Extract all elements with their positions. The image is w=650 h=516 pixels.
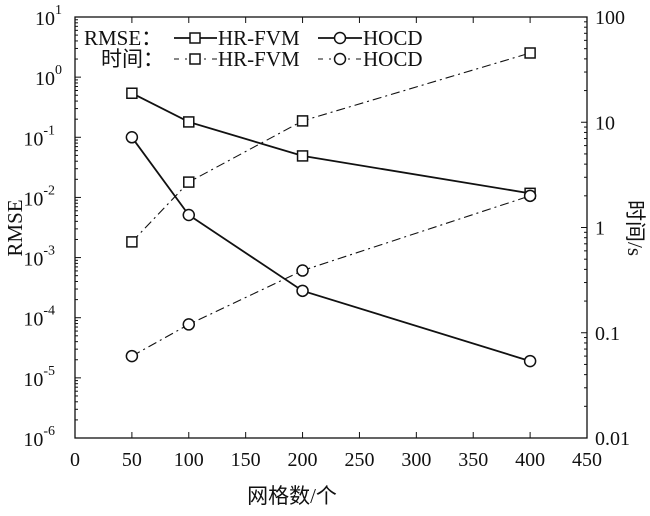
data-point-circle-marker <box>182 208 196 222</box>
legend: RMSE：时间： HR-FVM HOCD HR-FVM HOCD <box>84 26 423 71</box>
series-time-hr-fvm <box>126 47 536 248</box>
y-left-tick-label: 10-5 <box>23 364 55 391</box>
data-point-circle-marker <box>523 189 537 203</box>
series-line <box>131 195 531 357</box>
y-left-tick-label: 10-2 <box>23 183 55 210</box>
y-right-tick-label: 1 <box>595 218 605 240</box>
data-point-circle-marker <box>182 318 196 331</box>
data-point-square-marker <box>296 115 309 127</box>
data-point-square-marker <box>183 116 195 128</box>
legend-circle-marker <box>333 31 347 45</box>
x-tick-label: 0 <box>70 449 80 471</box>
legend-entry-hr-fvm: HR-FVM <box>218 47 300 71</box>
data-point-circle-marker <box>125 349 139 363</box>
data-point-square-marker <box>126 236 138 248</box>
plot-frame <box>74 16 588 439</box>
y-right-tick-label: 0.01 <box>595 428 630 450</box>
series-line <box>131 52 531 243</box>
x-tick-label: 100 <box>174 449 204 471</box>
data-point-square-marker <box>524 47 536 59</box>
data-point-square-marker <box>296 150 309 162</box>
x-tick-label: 300 <box>401 449 431 471</box>
data-point-square-marker <box>126 87 138 99</box>
x-axis-label: 网格数/个 <box>247 484 337 508</box>
series-rmse-hr-fvm <box>126 87 536 200</box>
x-tick-label: 50 <box>122 449 142 471</box>
series-line <box>131 136 531 362</box>
legend-square-marker <box>189 53 201 65</box>
data-point-circle-marker <box>296 264 309 277</box>
data-point-circle-marker <box>523 354 537 368</box>
y-left-tick-label: 10-4 <box>23 304 55 331</box>
legend-entry-hocd: HOCD <box>363 26 423 50</box>
series-time-hocd <box>125 189 537 363</box>
y-right-tick-label: 10 <box>595 112 615 134</box>
y-left-axis-label: RMSE <box>3 199 27 256</box>
legend-rmse-label: RMSE： <box>84 26 162 50</box>
legend-entry-hocd: HOCD <box>363 47 423 71</box>
x-tick-label: 350 <box>458 449 488 471</box>
y-left-tick-label: 10-1 <box>23 123 55 150</box>
x-tick-label: 450 <box>572 449 602 471</box>
y-left-tick-label: 101 <box>35 3 62 30</box>
y-right-axis-label: 时间/s <box>623 200 647 256</box>
y-left-tick-label: 10-3 <box>23 244 55 271</box>
x-tick-label: 200 <box>288 449 318 471</box>
data-point-circle-marker <box>125 131 139 144</box>
data-point-square-marker <box>183 176 195 188</box>
series-line <box>131 92 531 195</box>
y-right-tick-label: 100 <box>595 7 625 29</box>
x-tick-label: 250 <box>344 449 374 471</box>
data-point-circle-marker <box>296 284 309 298</box>
y-right-tick-label: 0.1 <box>595 323 620 345</box>
legend-time-label: 时间： <box>101 47 164 71</box>
y-left-tick-label: 10-6 <box>23 424 55 451</box>
legend-entry-hr-fvm: HR-FVM <box>218 26 300 50</box>
x-tick-label: 150 <box>231 449 261 471</box>
legend-square-marker <box>189 32 201 44</box>
legend-circle-marker <box>333 52 347 66</box>
x-tick-label: 400 <box>515 449 545 471</box>
y-left-tick-label: 100 <box>35 63 62 90</box>
series-rmse-hocd <box>125 131 537 368</box>
